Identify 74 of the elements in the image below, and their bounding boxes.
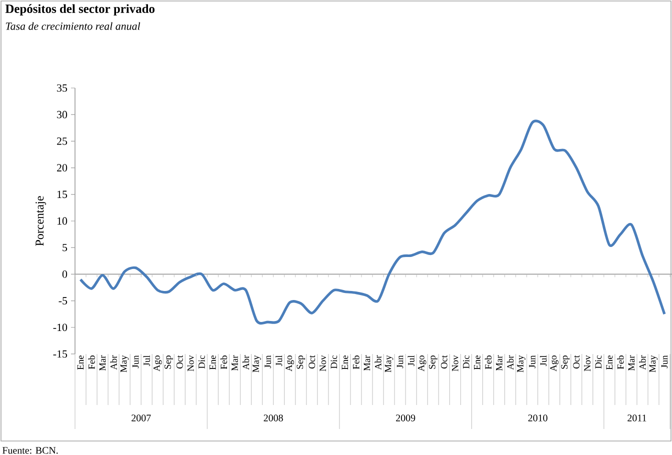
x-tick-label: Oct <box>308 355 316 368</box>
x-tick-label: Mar <box>364 355 370 371</box>
x-tick-label: Oct <box>440 355 448 368</box>
y-tick-label: -5 <box>58 297 68 304</box>
x-tick-label: Ago <box>418 356 426 372</box>
x-tick-label: May <box>384 355 394 372</box>
y-tick-label: 35 <box>57 84 68 92</box>
y-tick-label: 30 <box>57 110 68 118</box>
x-tick-label: Dic <box>595 355 602 369</box>
y-axis-title: Porcentaje <box>36 196 46 246</box>
x-tick-label: Abr <box>374 355 382 370</box>
x-tick-label: Nov <box>452 355 458 372</box>
x-tick-label: Nov <box>320 355 326 372</box>
y-tick-label: 20 <box>57 164 68 172</box>
x-tick-label: Ene <box>210 356 216 370</box>
x-tick-label: Abr <box>110 355 117 370</box>
x-tick-label: Mar <box>232 355 238 371</box>
y-tick-label: 0 <box>62 270 68 278</box>
x-tick-label: Ene <box>474 356 480 370</box>
chart-title: Depósitos del sector privado <box>5 4 155 16</box>
text: 2009 <box>396 414 416 422</box>
x-tick-label: May <box>649 355 658 372</box>
x-tick-label: Ago <box>550 356 558 372</box>
x-tick-label: Feb <box>484 356 492 370</box>
x-tick-label: Nov <box>188 355 194 372</box>
source-note: Fuente: BCN. <box>2 447 58 454</box>
x-tick-label: Mar <box>99 355 106 371</box>
x-tick-label: Ene <box>342 356 348 370</box>
x-tick-label: Sep <box>428 356 438 369</box>
x-tick-label: Jul <box>276 355 282 366</box>
x-tick-label: Ene <box>606 356 613 370</box>
x-tick-label: Mar <box>496 355 502 371</box>
x-tick-label: Sep <box>164 356 173 369</box>
x-tick-label: Abr <box>242 355 250 370</box>
x-tick-label: Jul <box>143 355 150 366</box>
x-tick-label: Jun <box>132 355 139 368</box>
x-tick-label: May <box>252 355 261 372</box>
x-tick-label: Ene <box>77 356 84 370</box>
x-tick-label: Ago <box>286 356 294 372</box>
x-tick-label: Feb <box>617 356 624 370</box>
x-tick-label: Nov <box>584 355 591 372</box>
x-tick-label: Jun <box>396 355 404 368</box>
x-tick-label: Jun <box>529 355 536 368</box>
chart-subtitle: Tasa de crecimiento real anual <box>6 22 140 30</box>
x-tick-label: Ago <box>154 356 162 372</box>
x-tick-label: May <box>120 355 129 372</box>
x-tick-label: Mar <box>628 355 635 371</box>
x-tick-label: Jul <box>408 355 414 366</box>
x-tick-label: Oct <box>176 355 183 368</box>
text: 2008 <box>264 414 283 422</box>
x-tick-label: Feb <box>88 356 95 370</box>
x-tick-label: Sep <box>561 356 570 369</box>
x-tick-label: Feb <box>352 356 360 370</box>
text: 2007 <box>132 414 151 422</box>
x-tick-label: May <box>517 355 526 372</box>
x-tick-label: Feb <box>220 356 228 370</box>
x-tick-label: Dic <box>198 355 205 369</box>
x-tick-label: Jun <box>661 355 668 368</box>
x-tick-label: Jun <box>264 355 271 368</box>
y-tick-label: -15 <box>53 350 68 358</box>
x-tick-label: Abr <box>639 355 646 370</box>
x-tick-label: Dic <box>462 355 470 369</box>
y-tick-label: 25 <box>57 138 68 145</box>
x-tick-label: Jul <box>540 355 547 366</box>
x-tick-label: Abr <box>506 355 514 370</box>
y-tick-label: 15 <box>58 190 68 198</box>
x-tick-label: Oct <box>573 355 580 368</box>
x-tick-label: Dic <box>330 355 338 369</box>
x-tick-label: Sep <box>296 356 306 369</box>
y-tick-label: -10 <box>53 324 68 332</box>
text: 2011 <box>628 414 646 422</box>
text: 2010 <box>528 414 548 422</box>
y-tick-label: 10 <box>58 217 68 225</box>
y-tick-label: 5 <box>62 244 68 252</box>
